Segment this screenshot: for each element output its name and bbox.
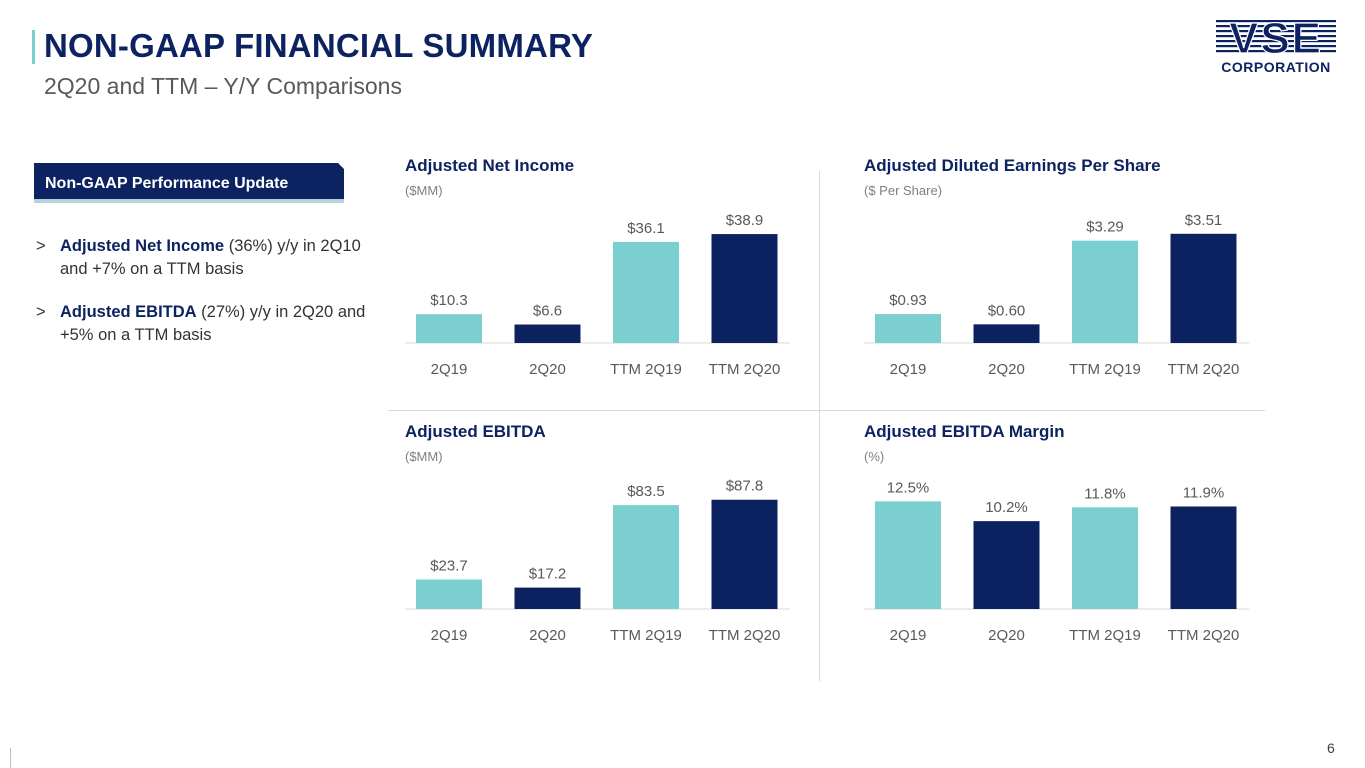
x-tick-label: TTM 2Q19: [610, 627, 682, 644]
bar-ttm-2q19: [613, 505, 679, 609]
chart-title: Adjusted EBITDA: [405, 422, 546, 441]
data-label: $87.8: [726, 478, 764, 495]
bullet-heading: Adjusted Net Income: [60, 237, 225, 255]
bar-2q19: [416, 314, 482, 343]
bar-ttm-2q20: [711, 499, 778, 609]
page-title: NON-GAAP FINANCIAL SUMMARY: [44, 27, 594, 64]
data-label: $0.60: [988, 302, 1026, 319]
data-label: $83.5: [627, 483, 665, 500]
chart-title: Adjusted Net Income: [405, 156, 575, 175]
chart-plot: $0.93 2Q19 $0.60 2Q20 $3.29 TTM 2Q19 $3.51 TTM …: [864, 212, 1249, 378]
chart-unit: ($ Per Share): [864, 183, 943, 198]
chart-adjusted-diluted-eps: Adjusted Diluted Earnings Per Share ($ P…: [864, 156, 1259, 396]
bullet-text: (36%) y/y in 2Q10 and +7% on a TTM basis: [60, 237, 361, 278]
x-tick-label: 2Q19: [890, 361, 927, 378]
bar-ttm-2q19: [1072, 507, 1138, 609]
data-label: $36.1: [627, 220, 665, 237]
x-tick-label: TTM 2Q19: [1069, 361, 1141, 378]
chart-unit: (%): [864, 449, 885, 464]
data-label: 11.8%: [1084, 485, 1125, 502]
chart-title: Adjusted EBITDA Margin: [864, 422, 1065, 441]
page-number: 6: [1327, 740, 1335, 756]
x-tick-label: 2Q20: [988, 361, 1025, 378]
x-tick-label: TTM 2Q20: [1168, 627, 1240, 644]
bar-2q20: [973, 324, 1040, 343]
x-tick-label: TTM 2Q20: [709, 361, 781, 378]
bar-2q19: [875, 501, 941, 609]
data-label: $23.7: [430, 558, 468, 575]
chart-title: Adjusted Diluted Earnings Per Share: [864, 156, 1161, 175]
chart-adjusted-ebitda: Adjusted EBITDA ($MM) $23.7 2Q19 $17.2 2Q20…: [405, 422, 800, 662]
bullet-text: (27%) y/y in 2Q20 and +5% on a TTM basis: [60, 303, 366, 344]
bullet-heading: Adjusted EBITDA: [60, 303, 197, 321]
page-subtitle: 2Q20 and TTM – Y/Y Comparisons: [44, 73, 402, 99]
x-tick-label: TTM 2Q20: [1168, 361, 1240, 378]
bullet-marker: >: [36, 303, 46, 321]
data-label: 11.9%: [1183, 484, 1224, 501]
x-tick-label: TTM 2Q19: [610, 361, 682, 378]
x-tick-label: 2Q20: [529, 627, 566, 644]
chart-plot: $10.3 2Q19 $6.6 2Q20 $36.1 TTM 2Q19 $38.9 TTM 2…: [405, 212, 790, 378]
data-label: $10.3: [430, 292, 468, 309]
bar-ttm-2q20: [1170, 233, 1237, 343]
logo-sub-text: CORPORATION: [1221, 59, 1330, 75]
logo-main-text: VSE: [1229, 18, 1323, 63]
data-label: $3.29: [1086, 219, 1124, 236]
bullet-marker: >: [36, 237, 46, 255]
title-accent-bar: [32, 30, 35, 64]
chart-unit: ($MM): [405, 183, 443, 198]
chart-adjusted-ebitda-margin: Adjusted EBITDA Margin (%) 12.5% 2Q19 10.2…: [864, 422, 1259, 662]
data-label: $3.51: [1185, 212, 1223, 229]
bar-2q19: [875, 314, 941, 343]
data-label: $6.6: [533, 303, 562, 320]
chart-plot: $23.7 2Q19 $17.2 2Q20 $83.5 TTM 2Q19 $87.8 TTM …: [405, 478, 790, 644]
bar-ttm-2q19: [613, 241, 679, 343]
chart-plot: 12.5% 2Q19 10.2% 2Q20 11.8% TTM 2Q19 11.9% TTM …: [864, 479, 1249, 644]
data-label: $17.2: [529, 566, 567, 583]
bar-ttm-2q19: [1072, 240, 1138, 343]
data-label: 12.5%: [887, 479, 930, 496]
x-tick-label: 2Q19: [431, 627, 468, 644]
performance-update-badge: Non-GAAP Performance Update: [34, 163, 344, 203]
x-tick-label: 2Q20: [988, 627, 1025, 644]
x-tick-label: 2Q20: [529, 361, 566, 378]
chart-grid-divider-vertical: [819, 171, 820, 681]
bullet-ebitda: > Adjusted EBITDA (27%) y/y in 2Q20 and …: [36, 301, 366, 347]
x-tick-label: 2Q19: [890, 627, 927, 644]
data-label: $38.9: [726, 212, 764, 229]
bar-ttm-2q20: [1170, 506, 1237, 609]
data-label: 10.2%: [985, 499, 1028, 516]
vse-corporation-logo: VSE CORPORATION: [1216, 18, 1336, 75]
bar-ttm-2q20: [711, 234, 778, 343]
bar-2q20: [514, 587, 581, 609]
bar-2q19: [416, 579, 482, 609]
chart-grid-divider-horizontal: [388, 410, 1265, 411]
bar-2q20: [973, 521, 1040, 609]
bar-2q20: [514, 324, 581, 343]
x-tick-label: 2Q19: [431, 361, 468, 378]
bullet-list: > Adjusted Net Income (36%) y/y in 2Q10 …: [36, 235, 366, 367]
corner-mark: [10, 748, 11, 768]
bullet-net-income: > Adjusted Net Income (36%) y/y in 2Q10 …: [36, 235, 366, 281]
chart-adjusted-net-income: Adjusted Net Income ($MM) $10.3 2Q19 $6.6 2…: [405, 156, 800, 396]
data-label: $0.93: [889, 292, 927, 309]
x-tick-label: TTM 2Q20: [709, 627, 781, 644]
badge-fold-corner: [338, 163, 344, 169]
x-tick-label: TTM 2Q19: [1069, 627, 1141, 644]
chart-unit: ($MM): [405, 449, 443, 464]
logo-stripes: [1216, 20, 1336, 53]
